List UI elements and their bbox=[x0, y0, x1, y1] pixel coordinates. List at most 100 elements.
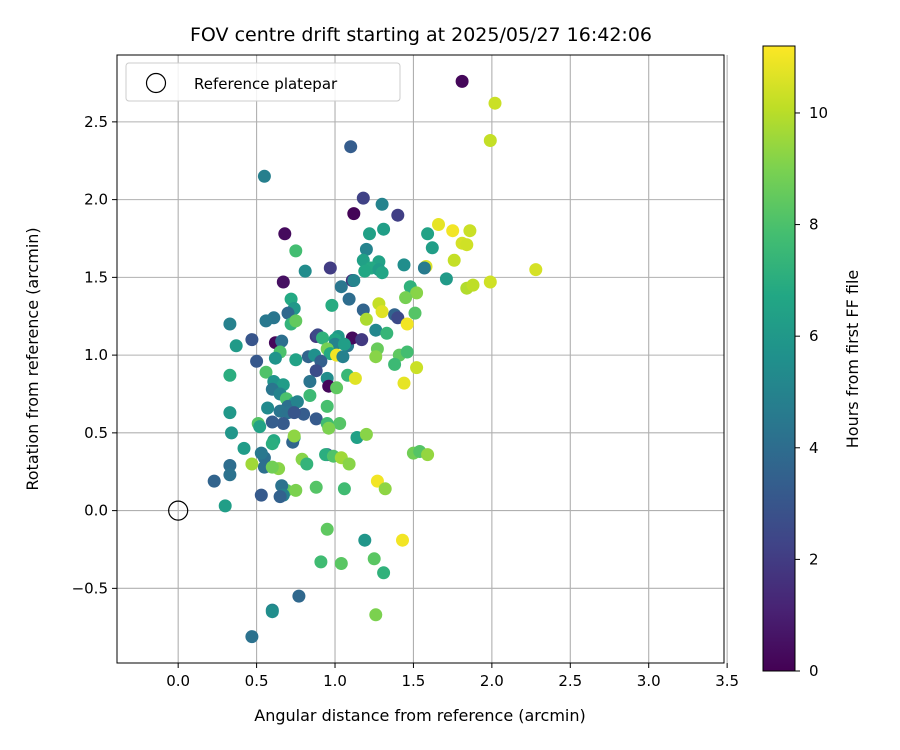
data-point bbox=[223, 406, 237, 420]
y-tick-label: 1.0 bbox=[84, 346, 108, 364]
data-point bbox=[223, 468, 237, 482]
data-point bbox=[399, 291, 413, 305]
x-tick-label: 1.5 bbox=[402, 672, 426, 690]
data-point bbox=[334, 557, 348, 570]
data-point bbox=[287, 406, 301, 420]
data-point bbox=[276, 275, 290, 289]
data-point bbox=[344, 140, 358, 154]
data-point bbox=[289, 314, 303, 328]
data-point bbox=[400, 345, 414, 359]
data-point bbox=[347, 274, 361, 287]
data-point bbox=[322, 421, 336, 435]
colorbar-label: Hours from first FF file bbox=[843, 270, 862, 449]
data-point bbox=[432, 218, 445, 231]
data-point bbox=[359, 427, 373, 441]
colorbar-tick-label: 2 bbox=[809, 550, 819, 568]
data-point bbox=[257, 169, 271, 183]
data-point bbox=[347, 207, 361, 221]
data-points bbox=[168, 74, 543, 644]
legend-box bbox=[125, 62, 401, 102]
data-point bbox=[488, 96, 502, 110]
x-tick-label: 3.0 bbox=[637, 672, 661, 690]
data-point bbox=[380, 326, 394, 340]
y-axis-label: Rotation from reference (arcmin) bbox=[23, 227, 42, 490]
data-point bbox=[298, 264, 312, 278]
data-point bbox=[254, 488, 268, 502]
data-point bbox=[245, 630, 259, 644]
x-tick-label: 1.0 bbox=[323, 672, 347, 690]
data-point bbox=[320, 522, 334, 536]
data-point bbox=[363, 227, 376, 241]
reference-platepar-marker bbox=[168, 500, 189, 521]
data-point bbox=[377, 566, 391, 580]
data-point bbox=[289, 353, 303, 367]
data-point bbox=[309, 364, 323, 378]
data-point bbox=[483, 134, 497, 147]
data-point bbox=[223, 368, 237, 382]
data-point bbox=[337, 337, 351, 351]
data-point bbox=[245, 333, 259, 347]
data-point bbox=[378, 482, 392, 496]
data-point bbox=[265, 605, 279, 619]
data-point bbox=[250, 354, 264, 368]
data-point bbox=[358, 533, 372, 547]
data-point bbox=[447, 253, 461, 267]
data-point bbox=[375, 266, 389, 280]
data-point bbox=[417, 261, 431, 275]
data-point bbox=[356, 191, 370, 205]
data-point bbox=[314, 555, 328, 569]
data-point bbox=[337, 482, 351, 496]
data-point bbox=[408, 306, 422, 320]
y-tick-label: −0.5 bbox=[72, 579, 108, 597]
legend: Reference platepar bbox=[125, 62, 401, 102]
data-point bbox=[330, 381, 344, 395]
data-point bbox=[342, 292, 356, 306]
data-point bbox=[355, 333, 369, 347]
data-point bbox=[421, 227, 435, 241]
data-point bbox=[273, 490, 287, 504]
data-point bbox=[455, 74, 469, 88]
data-point bbox=[225, 426, 238, 440]
data-point bbox=[290, 395, 304, 409]
colorbar-tick-label: 8 bbox=[809, 216, 819, 234]
colorbar-tick-label: 10 bbox=[809, 104, 828, 122]
data-point bbox=[421, 448, 435, 462]
data-point bbox=[369, 350, 383, 364]
colorbar: 0 2 4 6 8 10 Hours from first FF file bbox=[762, 45, 862, 680]
data-point bbox=[303, 375, 317, 388]
data-point bbox=[265, 437, 279, 451]
data-point bbox=[265, 460, 279, 474]
data-point bbox=[359, 312, 373, 326]
data-point bbox=[334, 280, 348, 294]
y-tick-label: 2.5 bbox=[84, 113, 108, 131]
data-point bbox=[287, 429, 301, 443]
colorbar-tick-label: 4 bbox=[809, 439, 819, 457]
data-point bbox=[259, 365, 273, 379]
x-tick-label: 0.5 bbox=[245, 672, 269, 690]
data-point bbox=[367, 552, 381, 566]
data-point bbox=[391, 311, 405, 325]
data-point bbox=[303, 389, 317, 402]
data-point bbox=[333, 417, 347, 430]
colorbar-tick-label: 6 bbox=[809, 327, 819, 345]
y-tick-label: 0.5 bbox=[84, 424, 108, 442]
y-tick-label: 1.5 bbox=[84, 268, 108, 286]
data-point bbox=[289, 483, 303, 497]
x-tick-label: 2.5 bbox=[558, 672, 582, 690]
chart-title: FOV centre drift starting at 2025/05/27 … bbox=[190, 24, 652, 46]
legend-marker-reference bbox=[145, 72, 167, 94]
data-point bbox=[254, 446, 268, 460]
data-point bbox=[237, 441, 251, 455]
data-point bbox=[397, 376, 411, 390]
x-tick-label: 2.0 bbox=[480, 672, 504, 690]
data-point bbox=[410, 286, 424, 300]
data-point bbox=[276, 417, 290, 430]
data-point bbox=[425, 241, 439, 255]
y-tick-label: 0.0 bbox=[84, 502, 108, 520]
data-point bbox=[359, 242, 373, 256]
data-point bbox=[342, 457, 356, 471]
data-point bbox=[463, 224, 477, 238]
data-point bbox=[466, 278, 480, 292]
plot-area-frame bbox=[116, 54, 725, 664]
data-point bbox=[320, 399, 334, 413]
